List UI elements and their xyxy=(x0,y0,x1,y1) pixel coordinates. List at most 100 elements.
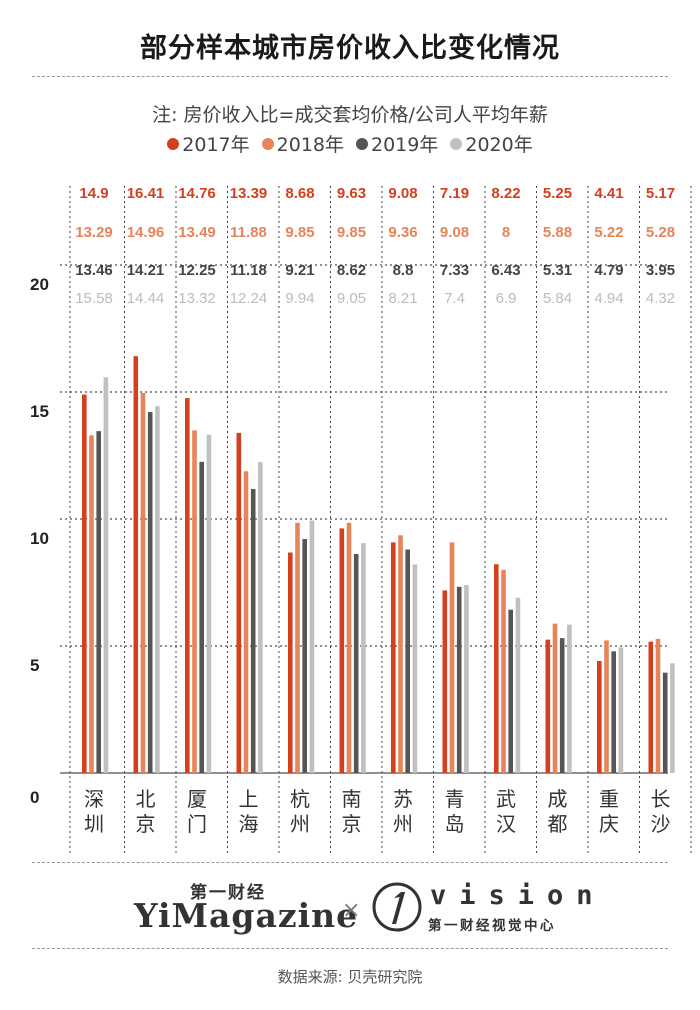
bar-2019年-南京 xyxy=(353,554,359,773)
title-divider xyxy=(32,76,668,77)
value-label: 15.58 xyxy=(75,290,113,307)
value-label: 14.21 xyxy=(127,262,165,279)
bar-2018年-苏州 xyxy=(398,535,403,773)
legend-label-2018: 2018年 xyxy=(276,134,344,156)
bar-2019年-北京 xyxy=(147,412,153,773)
value-label: 4.32 xyxy=(646,290,675,307)
bar-2017年-武汉 xyxy=(494,564,499,773)
category-label: 深 xyxy=(84,787,104,811)
category-label: 上 xyxy=(239,787,259,811)
bar-2017年-苏州 xyxy=(391,542,396,773)
bar-2019年-苏州 xyxy=(405,549,410,773)
value-label: 7.4 xyxy=(444,290,465,307)
category-label: 青 xyxy=(445,787,465,811)
value-label: 14.96 xyxy=(127,224,165,241)
category-label: 苏 xyxy=(393,787,413,811)
vision-logo-cn: 第一财经视觉中心 xyxy=(428,918,556,934)
category-label: 州 xyxy=(290,812,310,836)
category-label: 京 xyxy=(136,812,156,836)
value-label: 9.21 xyxy=(285,262,314,279)
bar-2019年-成都 xyxy=(559,638,565,773)
value-label: 5.17 xyxy=(646,185,675,202)
chart-subtitle: 注: 房价收入比=成交套均价格/公司人平均年薪 xyxy=(152,104,548,126)
value-label: 9.85 xyxy=(285,224,314,241)
yimagazine-logo: YiMagazine xyxy=(134,896,359,935)
bar-2017年-厦门 xyxy=(185,398,190,773)
bar-2020年-武汉 xyxy=(515,597,521,773)
footer-divider-bottom xyxy=(32,948,668,949)
value-label: 9.63 xyxy=(337,185,366,202)
bar-2018年-长沙 xyxy=(655,638,661,773)
legend-label-2020: 2020年 xyxy=(465,134,533,156)
value-label: 9.36 xyxy=(388,224,417,241)
value-label: 8.21 xyxy=(388,290,417,307)
category-label: 厦 xyxy=(187,787,207,811)
category-label: 都 xyxy=(548,812,568,836)
value-label: 8.8 xyxy=(393,262,414,279)
value-label: 8.68 xyxy=(285,185,314,202)
value-label: 8.22 xyxy=(491,185,520,202)
value-label: 5.25 xyxy=(543,185,572,202)
legend-dot-2020 xyxy=(450,137,463,150)
bar-2020年-长沙 xyxy=(670,663,675,773)
value-label: 11.18 xyxy=(230,262,267,279)
legend-dot-2017 xyxy=(167,137,180,150)
value-label: 7.33 xyxy=(440,262,469,279)
legend-label-2017: 2017年 xyxy=(182,134,250,156)
value-label: 8.62 xyxy=(337,262,366,279)
bar-2017年-南京 xyxy=(339,528,345,773)
logo-separator: × xyxy=(342,898,361,923)
bar-2020年-南京 xyxy=(361,543,366,773)
value-label: 5.22 xyxy=(594,224,623,241)
category-label: 汉 xyxy=(496,812,516,836)
bar-2018年-上海 xyxy=(243,471,249,773)
bar-2017年-重庆 xyxy=(597,660,602,773)
value-label: 13.39 xyxy=(230,185,268,202)
legend-dot-2018 xyxy=(261,137,274,150)
legend-item-2017: 2017年 xyxy=(167,130,250,157)
value-label: 4.41 xyxy=(594,185,623,202)
value-label: 9.05 xyxy=(337,290,366,307)
bar-2020年-深圳 xyxy=(103,377,109,773)
value-label: 4.94 xyxy=(594,290,623,307)
bar-2020年-苏州 xyxy=(412,564,418,773)
category-label: 庆 xyxy=(599,812,619,836)
bar-2017年-上海 xyxy=(236,432,242,773)
bar-2019年-青岛 xyxy=(456,586,462,773)
y-tick-label-5: 5 xyxy=(30,656,39,675)
value-label: 13.46 xyxy=(75,262,113,279)
category-label: 南 xyxy=(342,787,362,811)
bar-2020年-厦门 xyxy=(206,434,212,773)
bar-2019年-重庆 xyxy=(611,651,616,773)
chart-title: 部分样本城市房价收入比变化情况 xyxy=(140,33,560,64)
bar-2019年-长沙 xyxy=(662,672,668,773)
category-label: 北 xyxy=(136,787,156,811)
footer-divider-top xyxy=(32,862,668,863)
bar-2020年-上海 xyxy=(258,462,263,773)
category-label: 沙 xyxy=(651,812,671,836)
bar-2019年-杭州 xyxy=(302,539,307,773)
value-label: 9.94 xyxy=(285,290,314,307)
bar-2018年-武汉 xyxy=(501,569,506,773)
y-tick-label-15: 15 xyxy=(30,402,49,421)
bar-2018年-青岛 xyxy=(449,542,455,773)
data-source: 数据来源: 贝壳研究院 xyxy=(277,968,423,986)
bar-2018年-杭州 xyxy=(295,522,300,773)
bar-2020年-杭州 xyxy=(309,520,315,773)
bar-2017年-杭州 xyxy=(288,552,293,773)
bar-2017年-成都 xyxy=(545,639,551,773)
y-tick-label-20: 20 xyxy=(30,275,49,294)
value-label: 13.32 xyxy=(178,290,216,307)
bar-2019年-武汉 xyxy=(508,609,513,773)
bar-2018年-厦门 xyxy=(192,430,197,773)
bar-2017年-深圳 xyxy=(82,394,87,773)
bar-2017年-长沙 xyxy=(648,641,654,773)
category-label: 圳 xyxy=(84,812,104,836)
category-label: 岛 xyxy=(445,812,465,836)
bar-2018年-深圳 xyxy=(89,435,94,773)
bar-2017年-北京 xyxy=(133,356,139,773)
value-label: 11.88 xyxy=(230,224,267,241)
legend: 2017年 2018年 2019年 2020年 xyxy=(0,130,700,157)
legend-dot-2019 xyxy=(356,137,368,150)
value-label: 12.25 xyxy=(178,262,216,279)
